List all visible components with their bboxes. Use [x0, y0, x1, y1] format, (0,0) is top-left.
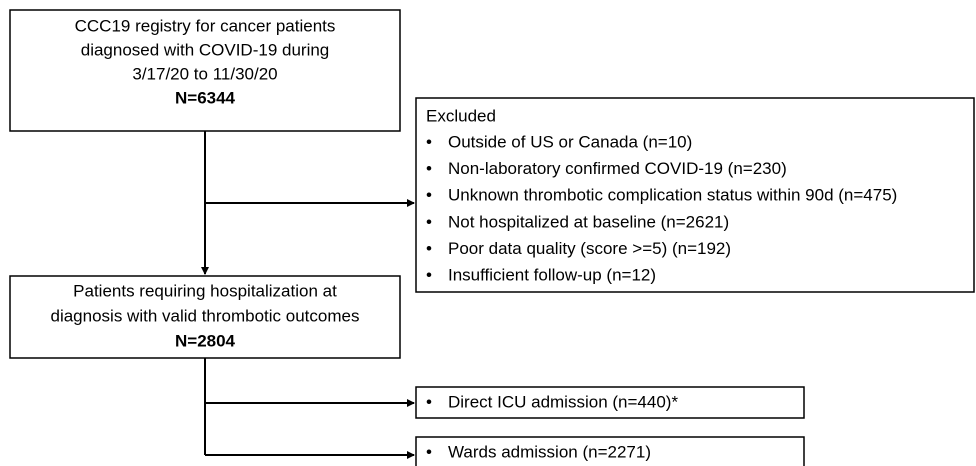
box-line: 3/17/20 to 11/30/20 — [132, 64, 277, 83]
excluded-item: Outside of US or Canada (n=10) — [448, 132, 692, 151]
registry-box — [9, 9, 401, 132]
wards-box — [415, 436, 805, 466]
box-line: diagnosis with valid thrombotic outcomes — [51, 306, 360, 325]
bullet: • — [426, 159, 432, 178]
excluded-item: Unknown thrombotic complication status w… — [448, 186, 897, 205]
box-count: N=2804 — [175, 331, 236, 350]
excluded-box — [415, 97, 975, 293]
excluded-item: Not hospitalized at baseline (n=2621) — [448, 212, 729, 231]
excluded-item: Insufficient follow-up (n=12) — [448, 265, 656, 284]
bullet: • — [426, 265, 432, 284]
box-count: N=6344 — [175, 88, 236, 107]
texts: CCC19 registry for cancer patients diagno… — [51, 16, 898, 461]
excluded-item: Non-laboratory confirmed COVID-19 (n=230… — [448, 159, 787, 178]
wards-item: Wards admission (n=2271) — [448, 442, 651, 461]
bullet: • — [426, 239, 432, 258]
bullet: • — [426, 392, 432, 411]
bullet: • — [426, 212, 432, 231]
box-line: diagnosed with COVID-19 during — [81, 40, 330, 59]
excluded-title: Excluded — [426, 106, 496, 125]
hospitalized-box — [9, 275, 401, 359]
icu-box — [415, 386, 805, 419]
icu-item: Direct ICU admission (n=440)* — [448, 392, 678, 411]
box-line: Patients requiring hospitalization at — [73, 281, 337, 300]
excluded-item: Poor data quality (score >=5) (n=192) — [448, 239, 731, 258]
bullet: • — [426, 442, 432, 461]
bullet: • — [426, 186, 432, 205]
box-line: CCC19 registry for cancer patients — [75, 16, 336, 35]
bullet: • — [426, 132, 432, 151]
